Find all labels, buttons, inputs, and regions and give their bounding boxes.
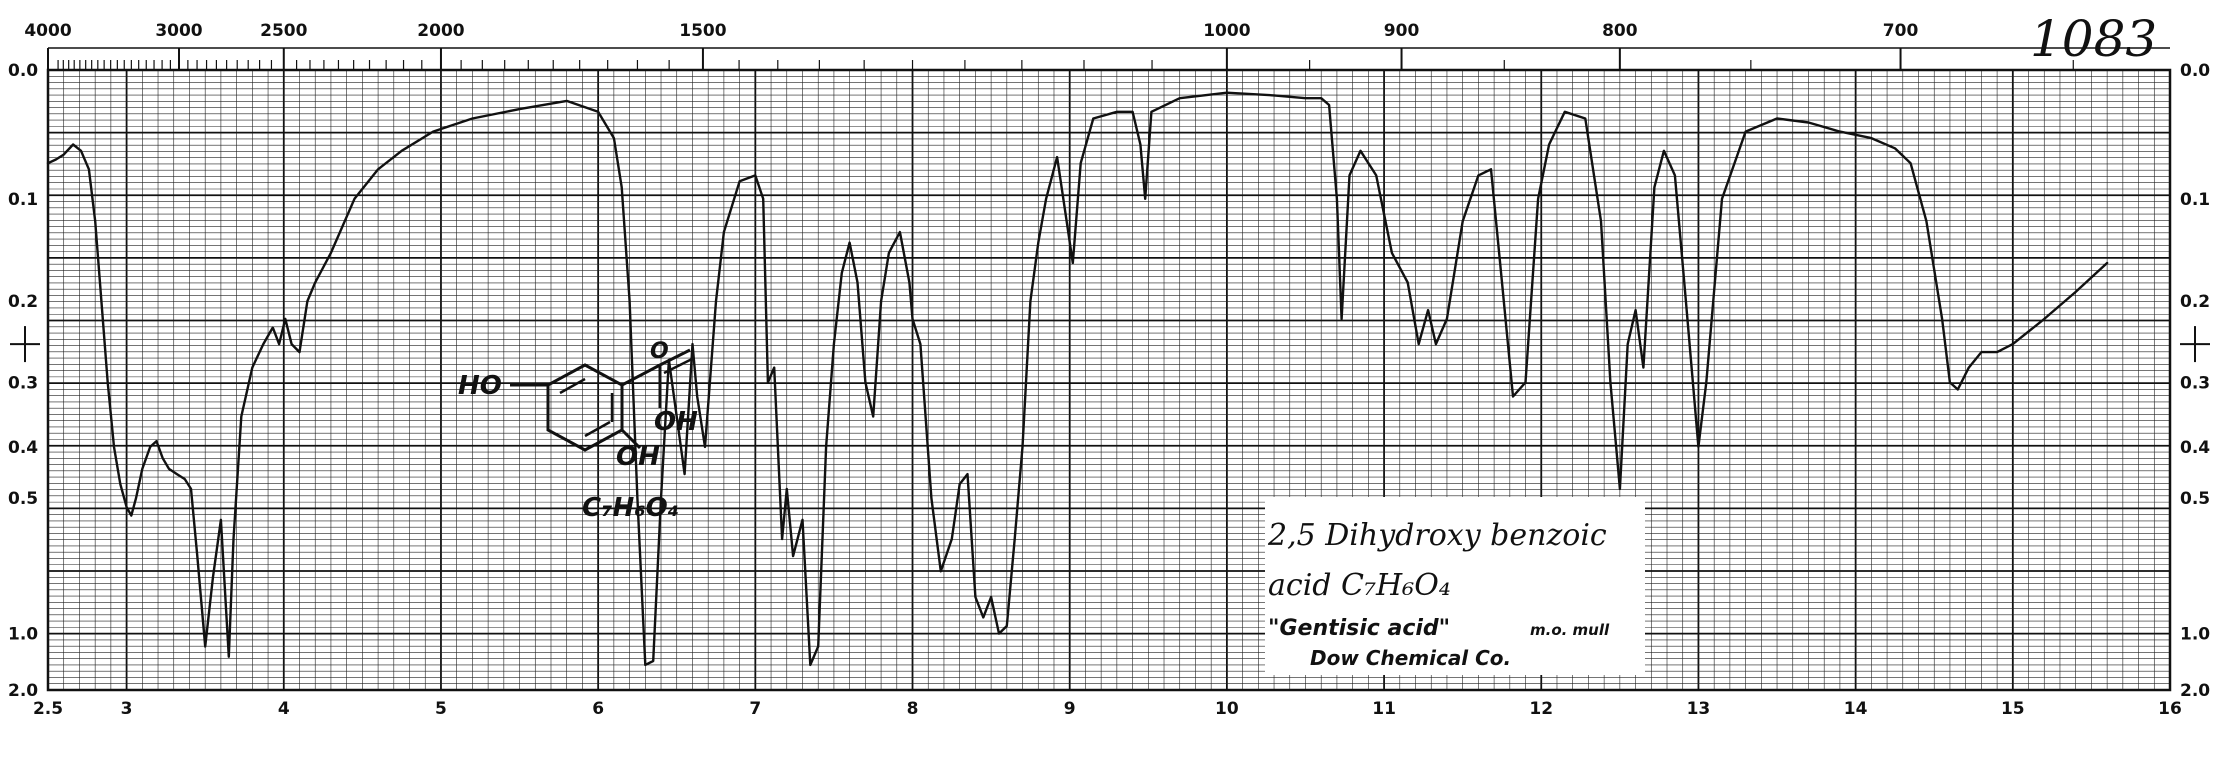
spectrum-trace <box>46 91 2109 667</box>
right-axis-tick-label: 0.1 <box>2180 190 2210 210</box>
right-axis-tick-label: 1.0 <box>2180 625 2210 645</box>
top-axis-tick-label: 3000 <box>155 21 202 41</box>
bottom-axis-tick-label: 12 <box>1529 699 1553 719</box>
ho-label: HO <box>458 371 502 401</box>
right-axis-tick-label: 0.4 <box>2180 438 2210 458</box>
oxygen-label: O <box>650 339 669 364</box>
acid-oh-label: OH <box>654 407 698 437</box>
label-line-3-note: m.o. mull <box>1530 621 1610 639</box>
grid <box>46 68 2172 692</box>
top-axis-tick-label: 800 <box>1602 21 1638 41</box>
chemical-structure: HO O OH OH C₇H₆O₄ <box>458 339 698 523</box>
top-axis-tick-label: 2000 <box>417 21 464 41</box>
left-axis-tick-label: 2.0 <box>8 681 38 701</box>
left-axis-tick-label: 1.0 <box>8 625 38 645</box>
bottom-axis-tick-label: 9 <box>1064 699 1076 719</box>
bottom-axis-tick-label: 6 <box>592 699 604 719</box>
label-box-background <box>1265 497 1645 675</box>
bottom-axis-tick-label: 7 <box>749 699 761 719</box>
left-axis-tick-label: 0.3 <box>8 373 38 393</box>
top-axis-tick-label: 1000 <box>1203 21 1250 41</box>
left-axis-tick-label: 0.1 <box>8 190 38 210</box>
label-line-2: acid C₇H₆O₄ <box>1268 568 1451 603</box>
bottom-axis-tick-label: 15 <box>2001 699 2025 719</box>
bottom-axis-tick-label: 2.5 <box>33 699 63 719</box>
left-axis-tick-label: 0.2 <box>8 292 38 312</box>
bottom-axis-tick-label: 8 <box>907 699 919 719</box>
bond-ring-oh <box>620 428 642 450</box>
right-axis-tick-label: 0.3 <box>2180 373 2210 393</box>
structure-formula: C₇H₆O₄ <box>582 493 679 523</box>
bottom-axis-tick-label: 13 <box>1687 699 1711 719</box>
right-axis-tick-label: 2.0 <box>2180 681 2210 701</box>
label-line-3: "Gentisic acid" <box>1268 616 1450 641</box>
bottom-axis-tick-label: 4 <box>278 699 290 719</box>
ring-double-bond <box>584 420 611 438</box>
label-line-4: Dow Chemical Co. <box>1310 646 1511 670</box>
top-axis-tick-label: 700 <box>1883 21 1919 41</box>
bond-cooh <box>621 363 661 387</box>
ring-oh-label: OH <box>616 442 660 472</box>
bottom-axis-tick-label: 11 <box>1372 699 1396 719</box>
top-axis-tick-label: 4000 <box>24 21 71 41</box>
bottom-axis-tick-label: 10 <box>1215 699 1239 719</box>
bottom-axis-tick-label: 3 <box>121 699 133 719</box>
corner-number: 1083 <box>2030 10 2157 68</box>
bond-co-double <box>663 356 695 375</box>
top-axis-tick-label: 1500 <box>679 21 726 41</box>
right-axis-tick-label: 0.0 <box>2180 61 2210 81</box>
bottom-axis-tick-label: 14 <box>1844 699 1868 719</box>
ring-double-bond <box>559 377 586 395</box>
compound-label-box: 2,5 Dihydroxy benzoic acid C₇H₆O₄ "Genti… <box>1265 497 1645 675</box>
right-axis-tick-label: 0.2 <box>2180 292 2210 312</box>
top-axis-tick-label: 2500 <box>260 21 307 41</box>
left-axis-tick-label: 0.4 <box>8 438 38 458</box>
left-axis-tick-label: 0.0 <box>8 61 38 81</box>
bottom-axis-tick-label: 16 <box>2158 699 2182 719</box>
axes: 4000 3000 2500 2000 1500 1000 900 800 700 2.5 3 4 5 6… <box>8 21 2210 719</box>
plot-frame <box>46 68 2172 692</box>
right-axis-tick-label: 0.5 <box>2180 489 2210 509</box>
left-axis-tick-label: 0.5 <box>8 489 38 509</box>
bond-co <box>659 348 691 367</box>
bottom-axis-tick-label: 5 <box>435 699 447 719</box>
label-line-1: 2,5 Dihydroxy benzoic <box>1267 518 1607 553</box>
curve-layer <box>46 91 2109 667</box>
top-axis-tick-label: 900 <box>1384 21 1420 41</box>
